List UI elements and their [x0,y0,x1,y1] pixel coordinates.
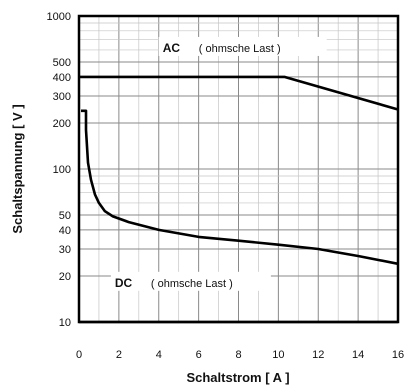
x-tick-label: 12 [312,349,324,361]
y-tick-label: 200 [53,118,71,130]
series-line-ac [79,75,399,111]
y-tick-label: 20 [59,271,71,283]
series-label-background [110,271,271,291]
series-label-background [158,36,327,56]
series-labels: AC ( ohmsche Last ) DC ( ohmsche Last ) [110,36,327,291]
x-tick-label: 10 [272,349,284,361]
y-axis-title: Schaltspannung [ V ] [10,104,25,233]
y-tick-label: 400 [53,72,71,84]
tick-labels: 0 2 4 6 8 10 12 14 16 10 20 30 40 50 100 200 300 400 500 10… [47,11,404,361]
x-tick-label: 8 [235,349,241,361]
x-tick-label: 16 [392,349,404,361]
plot-frame [77,14,400,324]
series-note-ac: ( ohmsche Last ) [199,43,281,55]
x-tick-label: 4 [156,349,162,361]
y-tick-label: 100 [53,164,71,176]
series-layer [79,75,399,266]
y-tick-label: 1000 [47,11,71,23]
y-tick-label: 300 [53,91,71,103]
series-name-ac: AC [163,41,181,55]
series-line-dc [81,109,399,266]
series-name-dc: DC [115,276,133,290]
x-tick-label: 6 [196,349,202,361]
x-tick-label: 0 [76,349,82,361]
y-tick-label: 40 [59,225,71,237]
x-axis-title: Schaltstrom [ A ] [186,370,289,385]
x-tick-label: 2 [116,349,122,361]
y-tick-label: 30 [59,244,71,256]
y-tick-label: 10 [59,317,71,329]
y-tick-label: 500 [53,57,71,69]
x-tick-label: 14 [352,349,364,361]
series-note-dc: ( ohmsche Last ) [151,278,233,290]
y-tick-label: 50 [59,210,71,222]
